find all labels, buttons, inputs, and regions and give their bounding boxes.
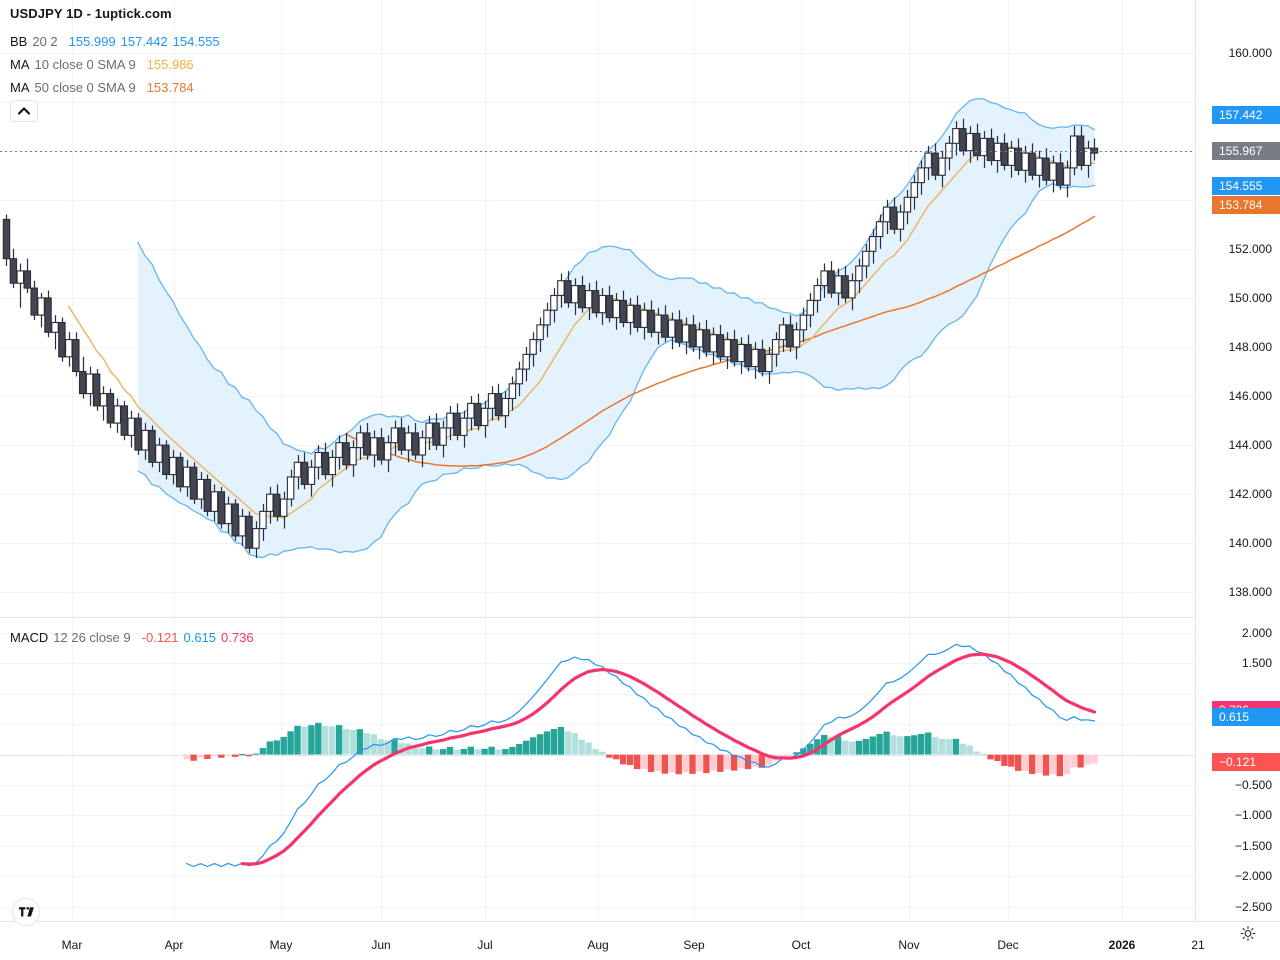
legend-macd-value-signal: 0.736	[221, 630, 254, 645]
macd-axis-label: −0.500	[1234, 777, 1272, 792]
macd-hist-tag: −0.121	[1212, 752, 1280, 771]
bb-lower-tag: 154.555	[1212, 177, 1280, 196]
legend-ma50-name: MA	[10, 80, 30, 95]
legend-ma-10[interactable]: MA 10 close 0 SMA 9 155.986	[10, 57, 194, 72]
price-axis-label: 160.000	[1228, 45, 1272, 60]
candlestick-series	[2, 118, 1099, 559]
legend-ma50-value: 153.784	[146, 80, 194, 95]
legend-macd-name: MACD	[10, 630, 49, 645]
collapse-pane-button[interactable]	[10, 100, 38, 122]
legend-macd-value-hist: -0.121	[141, 630, 179, 645]
page-title: USDJPY 1D - 1uptick.com	[10, 6, 172, 21]
price-axis-label: 138.000	[1228, 585, 1272, 600]
macd-signal-line	[240, 652, 1097, 866]
time-axis-label: 2026	[1108, 938, 1136, 952]
price-axis-label: 148.000	[1228, 339, 1272, 354]
ma10-line	[68, 146, 1096, 519]
price-axis-label: 142.000	[1228, 487, 1272, 502]
price-axis-label: 150.000	[1228, 290, 1272, 305]
legend-bb-params: 20 2	[32, 34, 58, 49]
time-axis-label: Dec	[997, 938, 1019, 952]
time-axis-label: May	[269, 938, 293, 952]
chart-settings-button[interactable]	[1240, 926, 1256, 946]
legend-macd-value-line: 0.615	[183, 630, 217, 645]
time-axis-label: Oct	[791, 938, 811, 952]
time-axis-label: Jul	[477, 938, 493, 952]
legend-bb-value-upper: 157.442	[120, 34, 168, 49]
legend-ma-50[interactable]: MA 50 close 0 SMA 9 153.784	[10, 80, 194, 95]
price-axis-label: 152.000	[1228, 241, 1272, 256]
legend-macd[interactable]: MACD 12 26 close 9 -0.121 0.615 0.736	[10, 630, 254, 645]
legend-macd-params: 12 26 close 9	[53, 630, 131, 645]
legend-bb-name: BB	[10, 34, 28, 49]
legend-ma10-value: 155.986	[146, 57, 194, 72]
price-axis-label: 140.000	[1228, 536, 1272, 551]
macd-line-tag: 0.615	[1212, 708, 1280, 727]
time-axis-label: Aug	[587, 938, 609, 952]
legend-ma50-params: 50 close 0 SMA 9	[34, 80, 136, 95]
ma50-line	[345, 215, 1096, 467]
time-axis-label: Apr	[164, 938, 184, 952]
macd-axis-label: −2.500	[1234, 899, 1272, 914]
macd-axis-label: −2.000	[1234, 869, 1272, 884]
tradingview-logo-icon	[18, 907, 34, 917]
macd-axis-label: 1.500	[1241, 656, 1272, 671]
bollinger-lower-line	[137, 183, 1096, 559]
price-axis-label: 144.000	[1228, 438, 1272, 453]
macd-histogram	[183, 722, 1098, 777]
legend-bb-value-lower: 154.555	[172, 34, 220, 49]
time-axis-label: Jun	[371, 938, 391, 952]
macd-axis-label: 2.000	[1241, 625, 1272, 640]
bb-upper-tag: 157.442	[1212, 106, 1280, 125]
macd-axis-label: −1.000	[1234, 808, 1272, 823]
time-axis-label: Nov	[898, 938, 920, 952]
gear-icon	[1240, 926, 1256, 941]
time-axis-label: Sep	[683, 938, 705, 952]
legend-ma10-params: 10 close 0 SMA 9	[34, 57, 136, 72]
macd-axis-label: −1.500	[1234, 838, 1272, 853]
legend-bb-value-basis: 155.999	[68, 34, 116, 49]
legend-ma10-name: MA	[10, 57, 30, 72]
legend-bollinger-bands[interactable]: BB 20 2 155.999 157.442 154.555	[10, 34, 220, 49]
ma50-tag: 153.784	[1212, 196, 1280, 215]
macd-line	[186, 643, 1096, 868]
price-axis-label: 146.000	[1228, 389, 1272, 404]
chevron-up-icon	[18, 107, 30, 115]
last-price-tag: 155.967	[1212, 142, 1280, 161]
tradingview-logo[interactable]	[12, 898, 40, 926]
time-axis-label: Mar	[61, 938, 83, 952]
time-axis-label: 21	[1191, 938, 1205, 952]
